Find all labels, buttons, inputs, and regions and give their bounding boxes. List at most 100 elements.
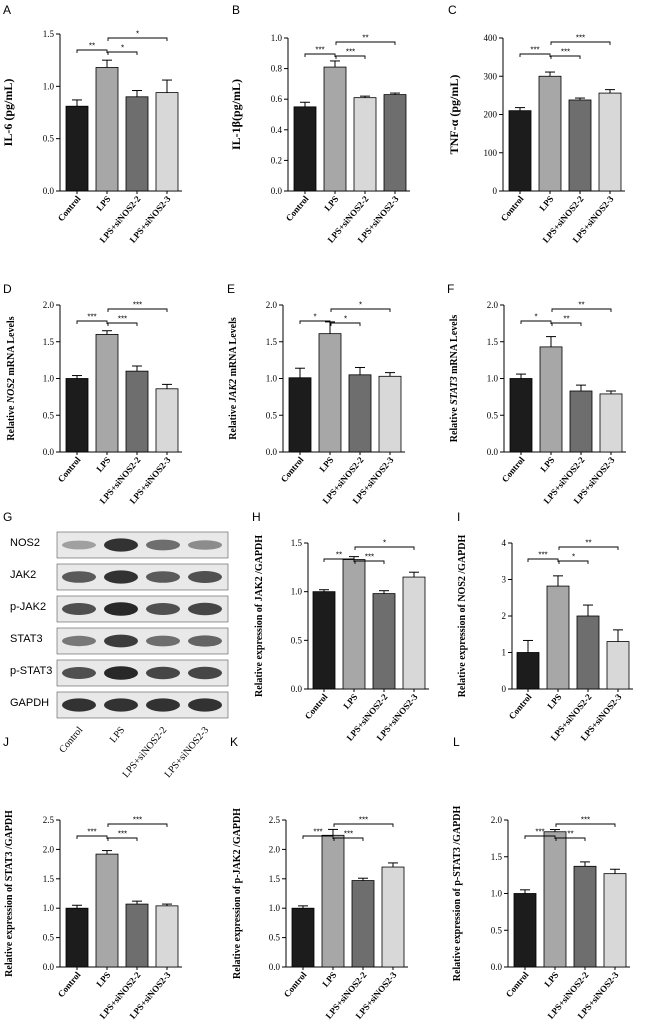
bar [606, 641, 630, 690]
chart-panel-l: L 0.0 0.5 1.0 1.5 2.0 Relative expression of p… [452, 735, 630, 1021]
bar [291, 907, 315, 968]
y-tick-label: 0.5 [43, 410, 55, 420]
bar [65, 907, 89, 968]
bar [576, 615, 600, 690]
bar [569, 390, 593, 453]
significance-bracket [76, 835, 108, 839]
y-tick-label: 1.5 [43, 874, 55, 884]
bar [155, 92, 179, 192]
bar [293, 106, 317, 192]
significance-bracket [555, 823, 616, 827]
significance-label: *** [359, 816, 368, 825]
significance-bracket [76, 49, 108, 53]
significance-bracket [107, 51, 138, 55]
bar [402, 576, 426, 690]
panel-letter: E [227, 282, 235, 296]
significance-bracket [520, 320, 552, 324]
bar [598, 92, 622, 192]
significance-label: *** [118, 830, 127, 839]
blot-band [104, 698, 138, 712]
significance-bracket [527, 558, 559, 562]
significance-bracket [354, 546, 415, 550]
western-blot-panel: G NOS2 JAK2 p-JAK2 STAT3 p-STAT3 GAPDH Control L… [3, 510, 229, 780]
significance-bracket [551, 308, 612, 312]
significance-bracket [558, 546, 619, 550]
y-tick-label: 0.5 [43, 134, 55, 144]
blot-band [146, 698, 180, 712]
x-category-label: LPS [94, 194, 112, 213]
panel-letter: A [3, 3, 11, 17]
bar [372, 593, 396, 690]
blot-band [104, 634, 138, 648]
bar [323, 66, 347, 192]
blot-band [188, 602, 222, 616]
y-tick-label: 0.0 [43, 962, 55, 972]
x-category-label: LPS [538, 455, 556, 474]
significance-bracket [333, 823, 394, 827]
significance-bracket [519, 53, 551, 57]
bar [95, 853, 119, 968]
blot-lane-label: LPS+siNOS2-2 [120, 725, 169, 780]
y-tick-label: 2.0 [43, 300, 55, 310]
bar [603, 873, 627, 968]
significance-label: *** [530, 46, 539, 55]
panel-letter: L [453, 735, 460, 749]
significance-bracket [550, 55, 581, 59]
chart-panel-d: D 0.0 0.5 1.0 1.5 2.0 Relative NOS2 mRNA Level… [3, 282, 182, 506]
bar [513, 893, 537, 968]
significance-label: * [534, 313, 537, 322]
y-axis-label-part: Relative [228, 402, 239, 440]
y-tick-label: 0.5 [43, 933, 55, 943]
x-category-label: Control [56, 454, 83, 484]
significance-label: *** [561, 48, 570, 57]
y-tick-label: 1 [502, 648, 507, 658]
y-tick-label: 1.0 [43, 374, 55, 384]
chart-panel-a: A0.00.51.01.5IL-6 (pg/mL)Control LPSLPS+s… [1, 3, 182, 245]
x-category-label: LPS [542, 970, 560, 989]
significance-label: * [121, 44, 124, 53]
y-tick-label: 0 [493, 186, 498, 196]
x-category-label: Control [504, 969, 531, 999]
x-category-label: LPS [94, 970, 112, 989]
bar [516, 652, 540, 690]
bar [155, 388, 179, 453]
bar [546, 585, 570, 690]
y-axis-label: IL-6 (pg/mL) [1, 79, 15, 147]
y-tick-label: 1.5 [487, 337, 499, 347]
significance-label: *** [535, 828, 544, 837]
y-tick-label: 0.0 [291, 684, 303, 694]
significance-bracket [323, 558, 355, 562]
bar [125, 903, 149, 968]
bar [312, 591, 336, 690]
y-tick-label: 2.0 [266, 300, 278, 310]
significance-bracket [335, 55, 366, 59]
bar [95, 333, 119, 453]
y-tick-label: 1.5 [491, 852, 503, 862]
chart-panel-f: F 0.0 0.5 1.0 1.5 2.0 Relative STAT3 mRNA Leve… [447, 282, 626, 506]
panel-letter: I [457, 510, 460, 524]
blot-band [146, 666, 180, 680]
panel-letter: G [3, 510, 12, 524]
y-tick-label: 0.0 [43, 447, 55, 457]
y-tick-label: 1.5 [291, 538, 303, 548]
y-tick-label: 1.0 [43, 903, 55, 913]
y-axis-label: Relative JAK2 mRNA Levels [228, 317, 239, 440]
bar [65, 378, 89, 453]
y-axis-label-part: Relative [6, 403, 17, 441]
bar [95, 67, 119, 192]
bar [353, 97, 377, 192]
blot-band [188, 635, 222, 647]
y-tick-label: 0.5 [291, 635, 303, 645]
significance-label: *** [576, 34, 585, 43]
blot-band [146, 603, 180, 615]
blot-band [188, 666, 222, 680]
significance-label: ** [336, 551, 342, 560]
chart-panel-i: I 0 1 2 3 4 Relative expression of NOS2 /GAPDH… [457, 510, 633, 743]
significance-label: * [136, 30, 139, 39]
y-tick-label: 0.6 [271, 94, 283, 104]
significance-label: ** [578, 301, 584, 310]
significance-bracket [354, 560, 385, 564]
bar [509, 378, 533, 453]
panel-letter: F [447, 282, 454, 296]
